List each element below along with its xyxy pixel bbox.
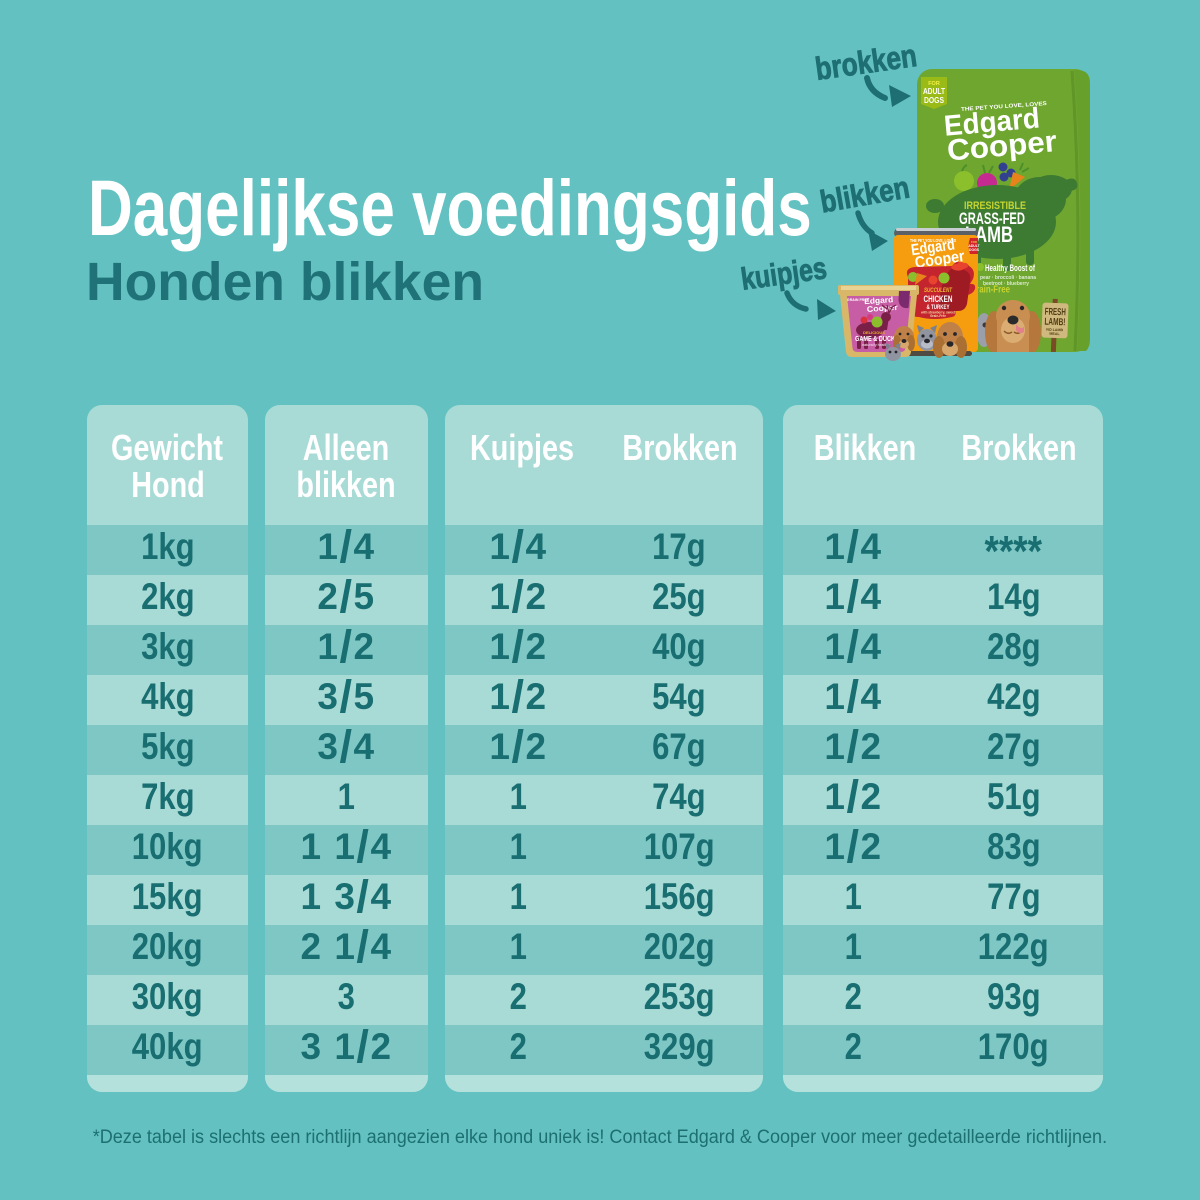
svg-text:Healthy Boost of: Healthy Boost of bbox=[985, 263, 1036, 273]
svg-text:beetroot · blueberry: beetroot · blueberry bbox=[983, 281, 1030, 287]
svg-text:MEAL: MEAL bbox=[1049, 332, 1060, 336]
svg-text:DOGS: DOGS bbox=[969, 248, 980, 252]
svg-text:GRASS-FED: GRASS-FED bbox=[959, 209, 1025, 228]
svg-text:DELICIOUS: DELICIOUS bbox=[863, 330, 885, 335]
svg-text:Cooper: Cooper bbox=[866, 303, 898, 314]
svg-text:ADULT: ADULT bbox=[968, 244, 980, 248]
svg-text:IRRESISTIBLE: IRRESISTIBLE bbox=[964, 200, 1026, 212]
svg-text:FOR: FOR bbox=[928, 81, 940, 87]
svg-text:Edgard: Edgard bbox=[864, 295, 894, 306]
svg-text:& TURKEY: & TURKEY bbox=[927, 304, 951, 311]
svg-text:Edgard: Edgard bbox=[910, 236, 956, 259]
svg-text:FOR: FOR bbox=[971, 240, 977, 244]
svg-text:GAME & DUCK: GAME & DUCK bbox=[855, 334, 895, 343]
svg-text:blikken: blikken bbox=[817, 169, 912, 219]
svg-text:Grain-Free: Grain-Free bbox=[970, 285, 1010, 296]
svg-text:NO LAMB: NO LAMB bbox=[1046, 328, 1063, 333]
svg-text:with strawberry, sweet: with strawberry, sweet bbox=[920, 311, 956, 315]
svg-text:Grain-Free: Grain-Free bbox=[930, 314, 946, 318]
svg-text:DOGS: DOGS bbox=[924, 95, 944, 105]
svg-text:LAMB!: LAMB! bbox=[1044, 317, 1065, 329]
svg-text:FRESH: FRESH bbox=[1045, 307, 1066, 319]
svg-text:THE PET YOU LOVE, LOVES: THE PET YOU LOVE, LOVES bbox=[910, 238, 956, 243]
svg-text:pear · broccoli · banana: pear · broccoli · banana bbox=[980, 275, 1037, 281]
svg-text:naturally healthy: naturally healthy bbox=[862, 343, 890, 347]
svg-text:ADULT: ADULT bbox=[923, 86, 946, 96]
svg-text:CHICKEN: CHICKEN bbox=[924, 294, 953, 305]
svg-text:GRAIN FREE: GRAIN FREE bbox=[847, 298, 870, 302]
svg-text:SUCCULENT: SUCCULENT bbox=[924, 287, 953, 294]
svg-text:kuipjes: kuipjes bbox=[739, 250, 829, 297]
